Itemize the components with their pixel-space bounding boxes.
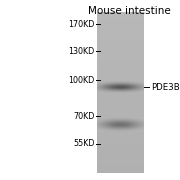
Text: Mouse intestine: Mouse intestine <box>88 6 171 16</box>
Text: 55KD: 55KD <box>73 140 94 148</box>
Text: 100KD: 100KD <box>68 76 94 85</box>
Text: PDE3B: PDE3B <box>151 83 180 92</box>
Text: 170KD: 170KD <box>68 20 95 29</box>
Text: 130KD: 130KD <box>68 47 94 56</box>
Text: 70KD: 70KD <box>73 112 94 121</box>
